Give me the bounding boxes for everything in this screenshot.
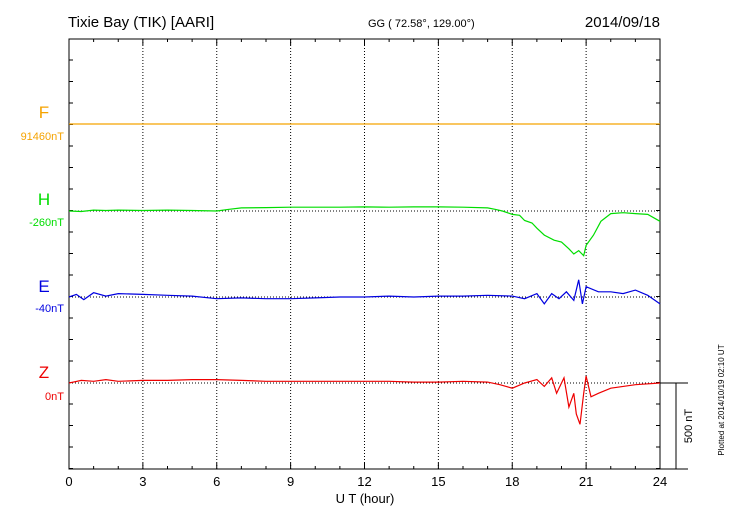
series-labels: F 91460nT H -260nT E -40nT Z 0nT [21, 103, 65, 403]
x-tick-label: 0 [65, 474, 72, 489]
series-lines [68, 123, 661, 425]
x-tick-label: 21 [579, 474, 593, 489]
series-name-h: H [38, 190, 50, 209]
series-line-h [68, 206, 661, 257]
scale-bar: 500 nT [660, 382, 695, 470]
x-tick-labels: 0 3 6 9 12 15 18 21 24 [65, 474, 667, 489]
series-name-f: F [39, 103, 49, 122]
x-tick-label: 6 [213, 474, 220, 489]
series-baseline-z: 0nT [45, 391, 64, 403]
series-baseline-h: -260nT [29, 217, 64, 229]
axis-ticks [68, 39, 661, 469]
station-coordinates: GG ( 72.58°, 129.00°) [368, 18, 475, 30]
x-tick-label: 18 [505, 474, 519, 489]
x-axis-label: U T (hour) [336, 491, 395, 506]
x-tick-label: 12 [357, 474, 371, 489]
plot-frame [68, 38, 661, 470]
series-baseline-e: -40nT [35, 303, 64, 315]
x-tick-label: 3 [139, 474, 146, 489]
series-name-e: E [38, 277, 49, 296]
series-name-z: Z [39, 363, 49, 382]
x-tick-label: 15 [431, 474, 445, 489]
series-baseline-f: 91460nT [21, 131, 65, 143]
x-tick-label: 9 [287, 474, 294, 489]
series-line-e [68, 279, 661, 305]
plotted-at-note: Plotted at 2014/10/19 02:10 UT [717, 344, 726, 455]
grid [142, 39, 587, 469]
x-tick-label: 24 [653, 474, 667, 489]
series-line-z [68, 375, 661, 425]
plot-date: 2014/09/18 [585, 14, 660, 31]
scale-bar-label: 500 nT [683, 409, 695, 444]
station-title: Tixie Bay (TIK) [AARI] [68, 14, 214, 31]
